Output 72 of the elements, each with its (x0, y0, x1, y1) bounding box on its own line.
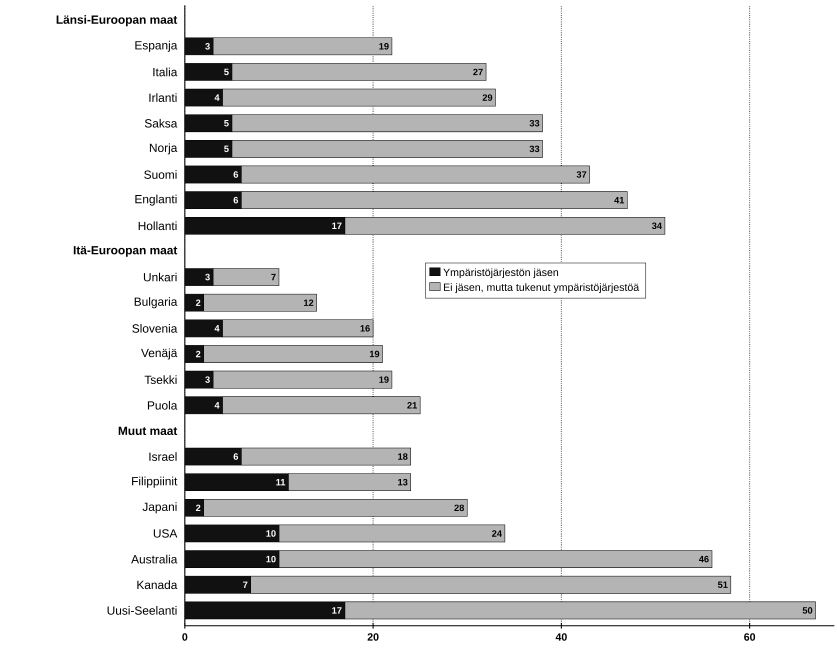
data-label: 28 (454, 504, 464, 512)
y-tick-label: Englanti (135, 194, 177, 206)
y-tick-label: USA (154, 529, 178, 538)
x-tick-label: 0 (182, 633, 188, 641)
data-label: 16 (360, 325, 370, 332)
data-label: 34 (652, 222, 662, 230)
y-tick-label: Puola (148, 400, 178, 410)
y-tick-label: Saksa (144, 118, 178, 128)
data-label: 27 (473, 68, 483, 76)
data-label: 5 (224, 120, 229, 127)
data-label: 29 (482, 94, 492, 101)
y-tick-label: Venäjä (141, 348, 178, 360)
legend-label: Ei jäsen, mutta tukenut ympäristöjärjestöä (444, 283, 640, 294)
data-label: 6 (234, 453, 238, 460)
data-label: 3 (205, 376, 210, 383)
y-tick-label: Suomi (144, 170, 177, 179)
data-label: 33 (530, 120, 540, 127)
data-label: 41 (614, 197, 624, 204)
data-label: 21 (407, 402, 418, 409)
data-label: 11 (276, 479, 286, 486)
y-tick-label: Tsekki (144, 375, 177, 384)
y-tick-label: Israel (149, 452, 177, 462)
y-tick-label: Filippiinit (132, 476, 178, 488)
data-label: 46 (698, 556, 709, 562)
y-tick-label: Slovenia (132, 324, 178, 333)
y-tick-label: Kanada (137, 580, 178, 590)
y-tick-label: Norja (150, 143, 178, 154)
data-label: 37 (576, 171, 586, 178)
data-label: 10 (266, 530, 276, 537)
data-label: 33 (530, 146, 540, 152)
data-label: 3 (205, 43, 210, 50)
data-label: 5 (224, 68, 229, 76)
data-label: 19 (379, 43, 389, 50)
legend-label: Ympäristöjärjestön jäsen (443, 268, 558, 278)
y-tick-label: Australia (131, 554, 178, 564)
y-tick-label: Unkari (144, 272, 177, 282)
data-label: 3 (205, 274, 210, 280)
data-label: 24 (492, 530, 502, 537)
data-label: 4 (214, 325, 220, 332)
data-label: 17 (332, 607, 342, 614)
x-tick-label: 20 (368, 633, 379, 641)
data-label: 19 (370, 350, 380, 358)
data-label: 7 (243, 582, 248, 588)
data-label: 13 (398, 479, 408, 486)
y-tick-label: Uusi-Seelanti (108, 606, 177, 615)
y-tick-label: Itä-Euroopan maat (74, 246, 178, 257)
data-label: 4 (214, 402, 220, 409)
data-label: 12 (304, 300, 314, 306)
y-tick-label: Japani (142, 502, 177, 514)
data-label: 50 (802, 607, 812, 614)
y-tick-label: Italia (153, 68, 178, 76)
data-label: 19 (379, 376, 389, 383)
data-label: 2 (196, 300, 200, 306)
y-tick-label: Bulgaria (134, 297, 178, 308)
x-tick-label: 60 (744, 633, 756, 641)
y-tick-label: Länsi-Euroopan maat (56, 15, 178, 26)
y-tick-label: Hollanti (138, 222, 177, 230)
data-label: 6 (234, 171, 238, 178)
data-label: 2 (196, 504, 200, 512)
y-tick-label: Espanja (135, 40, 178, 52)
data-label: 17 (332, 222, 342, 230)
data-label: 10 (266, 556, 276, 562)
data-label: 2 (196, 350, 200, 358)
y-tick-label: Muut maat (118, 426, 178, 436)
data-label: 4 (214, 94, 220, 101)
x-tick-label: 40 (556, 633, 567, 641)
data-label: 5 (224, 146, 229, 152)
data-label: 6 (234, 196, 238, 204)
data-label: 7 (271, 274, 276, 280)
y-tick-label: Irlanti (149, 93, 177, 102)
data-label: 51 (718, 582, 728, 588)
data-label: 18 (398, 453, 408, 460)
